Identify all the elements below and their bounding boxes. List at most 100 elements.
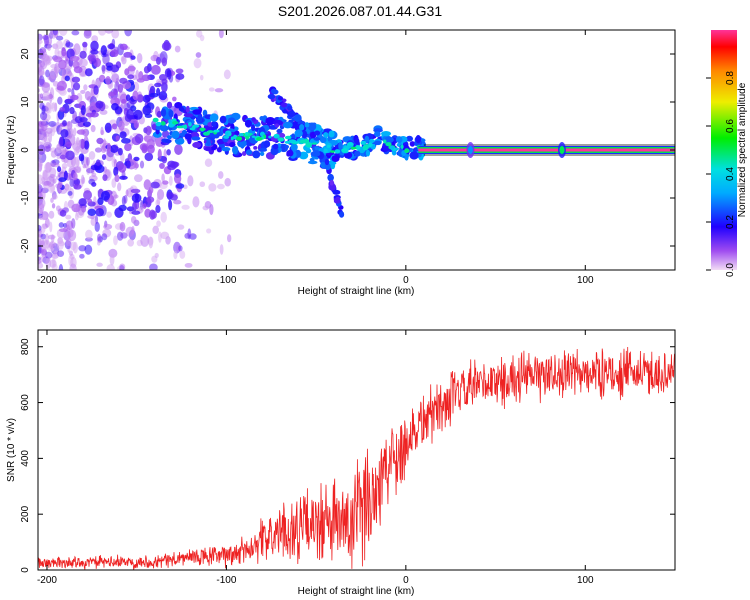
spectrogram-noise-blob (125, 226, 135, 237)
spectrogram-track-blob (365, 149, 371, 157)
spectrogram-cluster-blob (118, 120, 125, 131)
spectrogram-track-blob (197, 114, 203, 123)
spectrogram-noise-blob (117, 182, 122, 192)
spectrogram-cluster-blob (58, 136, 64, 147)
spectrogram-cluster-blob (157, 148, 162, 160)
spectrogram-track-blob (251, 117, 256, 122)
spectrogram-noise-blob (177, 224, 185, 230)
spectrogram-track-core (213, 129, 220, 133)
snr-frame (37, 329, 676, 571)
spectrogram-track-blob (156, 110, 162, 118)
spectrogram-cluster-blob (82, 41, 88, 48)
spectrogram-track-blob (168, 109, 174, 118)
spectrogram-track-core (323, 148, 328, 154)
spectrogram-cluster-blob (96, 137, 104, 145)
spectrogram-cluster-blob (175, 73, 185, 80)
spectrogram-noise-blob (168, 175, 173, 186)
spectrogram-noise-blob (58, 222, 65, 228)
spectrogram-cluster-blob (69, 94, 79, 101)
spectrogram-track-blob (405, 135, 414, 142)
spectrogram-track-blob (216, 147, 223, 153)
spectrogram-noise-blob (65, 214, 72, 220)
spectrogram-noise-blob (44, 251, 53, 259)
spectrogram-cluster-blob (101, 154, 107, 160)
spectrogram-cluster-blob (100, 45, 107, 56)
spectrogram-noise-blob (173, 199, 182, 205)
spectrogram-noise-blob (129, 135, 134, 147)
spectrogram-track-core (244, 131, 250, 137)
spectrogram-track-core (341, 148, 348, 153)
spectrogram-cluster-blob (113, 88, 118, 96)
spectrogram-track-blob (307, 122, 317, 131)
spectrogram-noise-blob (69, 250, 74, 257)
spectrogram-cluster-blob (83, 190, 92, 200)
spectrogram-cluster-blob (90, 40, 99, 52)
spectrogram-noise-blob (151, 255, 158, 263)
spectrogram-noise-blob (90, 217, 96, 226)
spectrogram-noise-blob (80, 174, 85, 185)
spectrogram-track-core (224, 131, 229, 136)
spectrogram-noise-blob (70, 241, 77, 251)
spectrogram-secondary-blob (288, 110, 296, 118)
spectrogram-noise-blob (39, 214, 48, 221)
spectrogram-cluster-blob (80, 138, 85, 150)
spectrogram-cluster-blob (95, 207, 104, 217)
spectrogram-track-core (383, 139, 387, 144)
spectrogram-y-tick-label: 10 (20, 96, 31, 108)
spectrogram-track-blob (290, 143, 298, 152)
snr-x-axis-label: Height of straight line (km) (298, 586, 415, 597)
spectrogram-noise-blob (223, 69, 231, 80)
spectrogram-track-core (168, 119, 172, 123)
spectrogram-track-blob (211, 120, 217, 128)
spectrogram-noise-blob (50, 150, 57, 158)
spectrogram-noise-blob (106, 264, 115, 270)
spectrogram-cluster-blob (159, 162, 165, 169)
spectrogram-noise-blob (44, 55, 51, 65)
spectrogram-cluster-blob (170, 161, 179, 169)
spectrogram-track-blob (221, 146, 231, 152)
spectrogram-track-blob (164, 139, 172, 144)
spectrogram-track-core (273, 135, 280, 139)
spectrogram-track-core (189, 127, 195, 131)
spectrogram-track-blob (228, 117, 236, 124)
figure-title: S201.2026.087.01.44.G31 (278, 3, 442, 19)
spectrogram-track-blob (391, 149, 397, 156)
spectrogram-secondary-blob (329, 179, 334, 186)
snr-x-tick-label: 0 (403, 575, 409, 586)
spectrogram-cluster-blob (106, 142, 111, 154)
spectrogram-noise-blob (160, 211, 167, 223)
spectrogram-cluster-blob (143, 135, 153, 143)
spectrogram-noise-blob (74, 212, 79, 221)
spectrogram-noise-blob (101, 65, 106, 75)
spectrogram-track-blob (250, 124, 256, 132)
spectrogram-track-blob (171, 130, 180, 140)
spectrogram-noise-blob (38, 121, 45, 127)
spectrogram-track-blob (310, 151, 321, 157)
spectrogram-noise-blob (42, 136, 50, 147)
spectrogram-track-blob (155, 125, 162, 131)
spectrogram-noise-blob (41, 223, 46, 234)
spectrogram-cluster-blob (109, 144, 119, 153)
spectrogram-noise-blob (79, 253, 85, 259)
spectrogram-cluster-blob (148, 186, 154, 194)
spectrogram-noise-blob (124, 30, 132, 37)
spectrogram-cluster-blob (80, 105, 86, 116)
spectrogram-track-blob (192, 141, 202, 148)
spectrogram-cluster-blob (95, 159, 101, 167)
spectrogram-noise-blob (111, 30, 120, 39)
spectrogram-track-core (256, 137, 263, 141)
spectrogram-noise-blob (216, 183, 225, 190)
spectrogram-cluster-blob (154, 82, 162, 88)
spectrogram-noise-blob (94, 221, 100, 232)
spectrogram-noise-blob (50, 197, 54, 203)
snr-y-tick-label: 200 (20, 505, 31, 522)
spectrogram-track-core (183, 124, 188, 130)
spectrogram-noise-blob (55, 40, 64, 50)
spectrogram-track-blob (253, 145, 258, 150)
spectrogram-track-blob (160, 108, 167, 117)
spectrogram-noise-blob (184, 262, 193, 268)
spectrogram-noise-blob (38, 224, 42, 232)
spectrogram-cluster-blob (142, 203, 147, 209)
spectrogram-noise-blob (125, 189, 129, 197)
spectrogram-noise-blob (41, 82, 51, 93)
